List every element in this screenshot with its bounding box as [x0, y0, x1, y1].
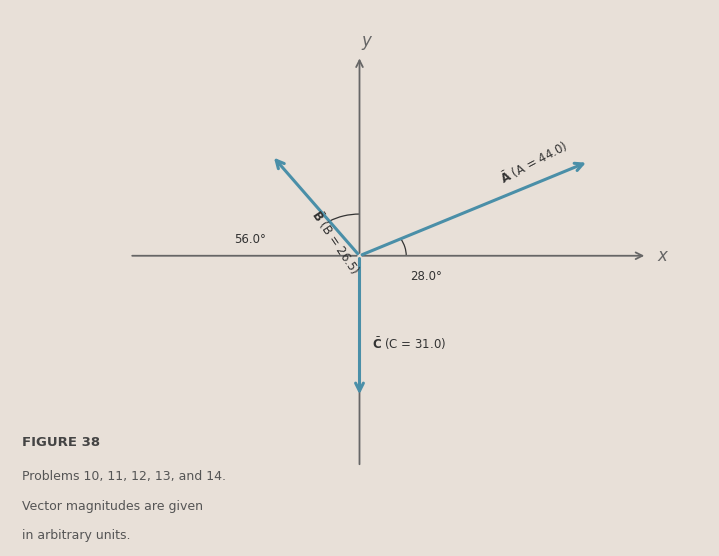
Text: FIGURE 38: FIGURE 38 — [22, 436, 100, 449]
Text: $\bar{\mathbf{A}}$ (A = 44.0): $\bar{\mathbf{A}}$ (A = 44.0) — [498, 138, 571, 187]
Text: $\bar{\mathbf{B}}$ (B = 26.5): $\bar{\mathbf{B}}$ (B = 26.5) — [308, 206, 363, 277]
Text: 56.0°: 56.0° — [234, 232, 266, 246]
Text: Vector magnitudes are given: Vector magnitudes are given — [22, 500, 203, 513]
Text: $\bar{\mathbf{C}}$ (C = 31.0): $\bar{\mathbf{C}}$ (C = 31.0) — [372, 335, 446, 351]
Text: in arbitrary units.: in arbitrary units. — [22, 529, 130, 542]
Text: y: y — [362, 32, 372, 50]
Text: Problems 10, 11, 12, 13, and 14.: Problems 10, 11, 12, 13, and 14. — [22, 470, 226, 483]
Text: 28.0°: 28.0° — [410, 270, 441, 282]
Text: x: x — [658, 247, 668, 265]
